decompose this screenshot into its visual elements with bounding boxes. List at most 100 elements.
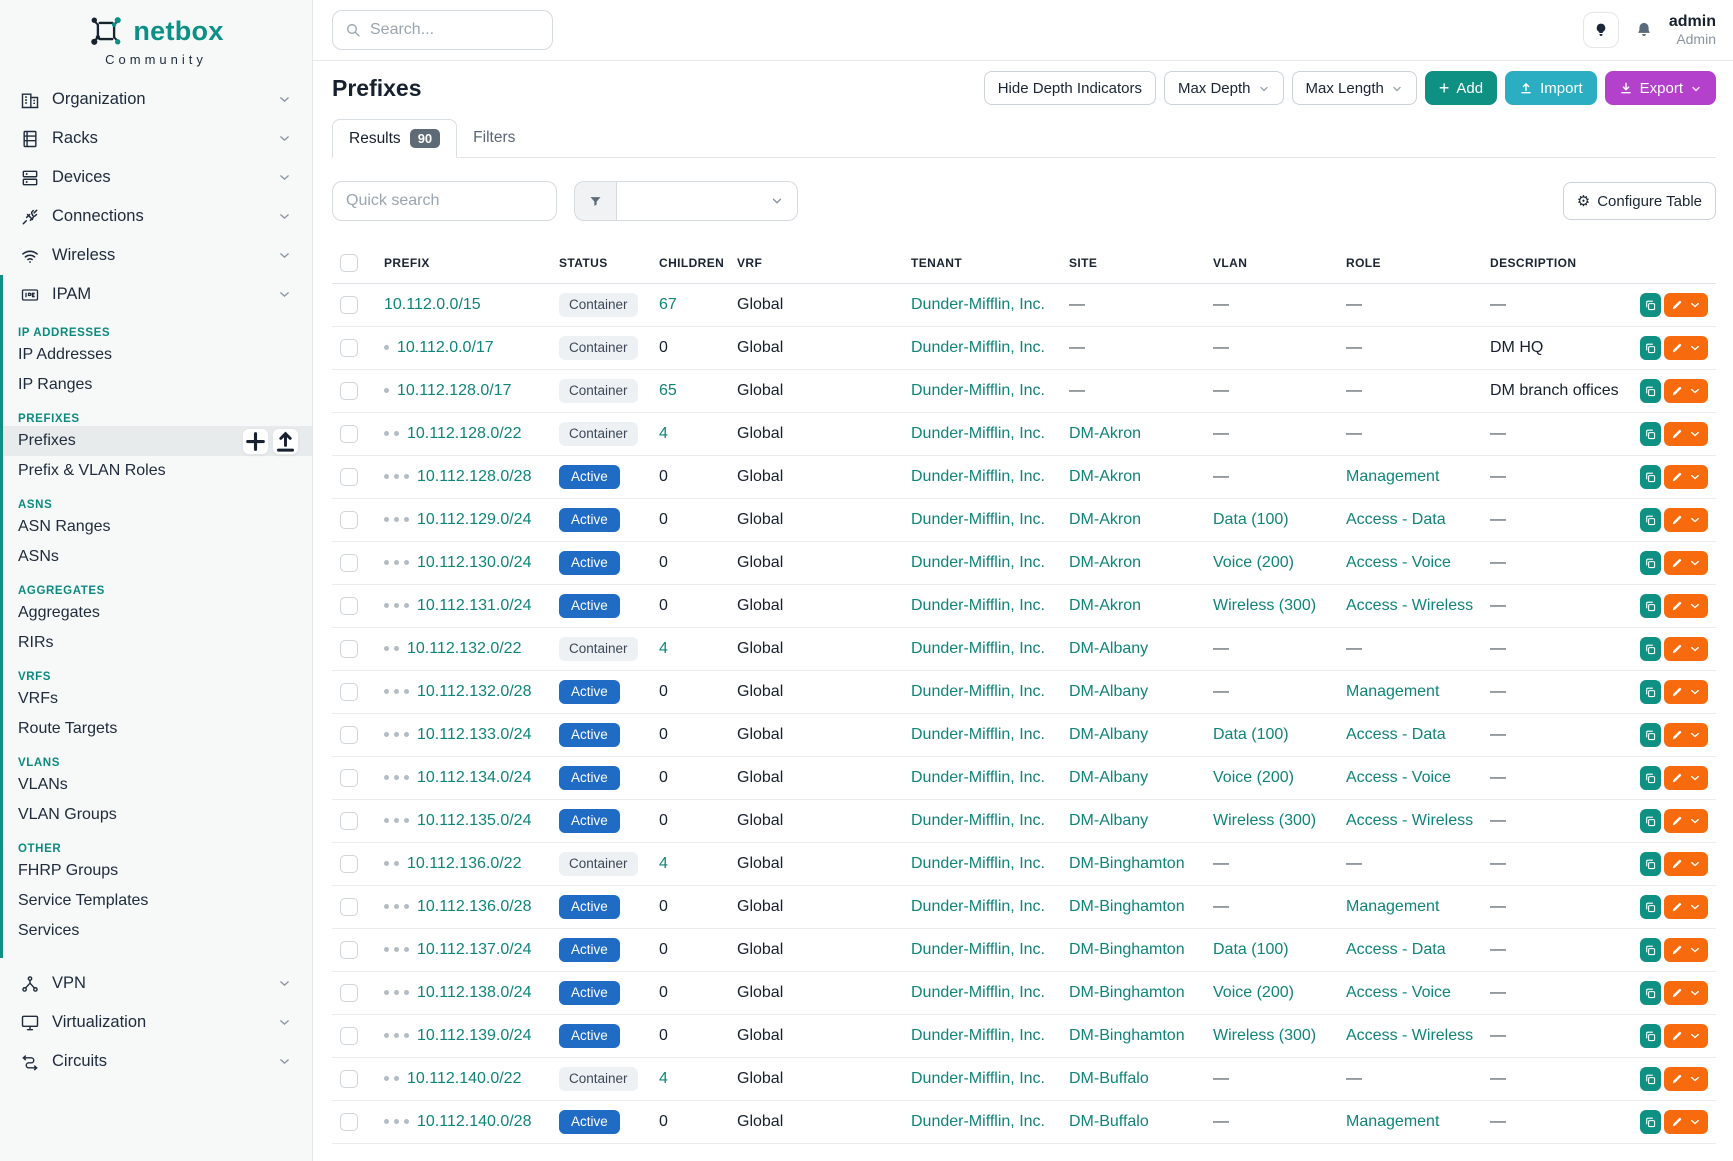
role-link[interactable]: Management: [1346, 683, 1440, 700]
edit-button[interactable]: [1664, 594, 1708, 618]
row-checkbox[interactable]: [340, 382, 358, 400]
row-checkbox[interactable]: [340, 1113, 358, 1131]
column-header-site[interactable]: SITE: [1061, 244, 1205, 284]
global-search-input[interactable]: [370, 21, 540, 39]
edit-button[interactable]: [1664, 766, 1708, 790]
edit-button[interactable]: [1664, 551, 1708, 575]
export-button[interactable]: Export: [1604, 71, 1716, 105]
copy-button[interactable]: [1640, 723, 1661, 747]
column-header-role[interactable]: ROLE: [1338, 244, 1482, 284]
quick-add-button[interactable]: [242, 427, 269, 455]
prefix-link[interactable]: 10.112.128.0/28: [417, 468, 532, 485]
site-link[interactable]: DM-Binghamton: [1069, 984, 1185, 1001]
edit-button[interactable]: [1664, 1067, 1708, 1091]
tenant-link[interactable]: Dunder-Mifflin, Inc.: [911, 1113, 1045, 1130]
edit-button[interactable]: [1664, 981, 1708, 1005]
prefix-link[interactable]: 10.112.128.0/17: [397, 382, 512, 399]
copy-button[interactable]: [1640, 293, 1661, 317]
copy-button[interactable]: [1640, 981, 1661, 1005]
vlan-link[interactable]: Wireless (300): [1213, 1027, 1317, 1044]
role-link[interactable]: Access - Data: [1346, 511, 1446, 528]
sidebar-item-ip-addresses[interactable]: IP Addresses: [3, 340, 312, 370]
row-checkbox[interactable]: [340, 425, 358, 443]
column-header-vlan[interactable]: VLAN: [1205, 244, 1338, 284]
site-link[interactable]: DM-Albany: [1069, 726, 1149, 743]
funnel-icon[interactable]: [574, 181, 617, 221]
role-link[interactable]: Access - Voice: [1346, 554, 1451, 571]
site-link[interactable]: DM-Albany: [1069, 812, 1149, 829]
role-link[interactable]: Management: [1346, 898, 1440, 915]
edit-button[interactable]: [1664, 336, 1708, 360]
sidebar-item-aggregates[interactable]: Aggregates: [3, 598, 312, 628]
prefix-link[interactable]: 10.112.136.0/22: [407, 855, 522, 872]
copy-button[interactable]: [1640, 766, 1661, 790]
row-checkbox[interactable]: [340, 683, 358, 701]
row-checkbox[interactable]: [340, 339, 358, 357]
tenant-link[interactable]: Dunder-Mifflin, Inc.: [911, 382, 1045, 399]
prefix-link[interactable]: 10.112.133.0/24: [417, 726, 532, 743]
copy-button[interactable]: [1640, 422, 1661, 446]
bell-icon[interactable]: [1634, 20, 1654, 40]
column-header-description[interactable]: DESCRIPTION: [1482, 244, 1632, 284]
sidebar-item-vpn[interactable]: VPN: [0, 964, 312, 1003]
vlan-link[interactable]: Wireless (300): [1213, 812, 1317, 829]
max-depth-dropdown[interactable]: Max Depth: [1163, 71, 1284, 105]
role-link[interactable]: Access - Voice: [1346, 769, 1451, 786]
prefix-link[interactable]: 10.112.132.0/22: [407, 640, 522, 657]
vlan-link[interactable]: Data (100): [1213, 511, 1289, 528]
sidebar-item-vlans[interactable]: VLANs: [3, 770, 312, 800]
tenant-link[interactable]: Dunder-Mifflin, Inc.: [911, 726, 1045, 743]
tenant-link[interactable]: Dunder-Mifflin, Inc.: [911, 941, 1045, 958]
row-checkbox[interactable]: [340, 1070, 358, 1088]
copy-button[interactable]: [1640, 465, 1661, 489]
prefix-link[interactable]: 10.112.129.0/24: [417, 511, 532, 528]
sidebar-item-fhrp-groups[interactable]: FHRP Groups: [3, 856, 312, 886]
site-link[interactable]: DM-Buffalo: [1069, 1070, 1149, 1087]
tenant-link[interactable]: Dunder-Mifflin, Inc.: [911, 296, 1045, 313]
site-link[interactable]: DM-Akron: [1069, 511, 1142, 528]
row-checkbox[interactable]: [340, 855, 358, 873]
site-link[interactable]: DM-Akron: [1069, 597, 1142, 614]
sidebar-item-asns[interactable]: ASNs: [3, 542, 312, 572]
copy-button[interactable]: [1640, 852, 1661, 876]
column-header-children[interactable]: CHILDREN: [651, 244, 729, 284]
copy-button[interactable]: [1640, 1024, 1661, 1048]
import-button[interactable]: Import: [1505, 71, 1597, 105]
sidebar-item-service-templates[interactable]: Service Templates: [3, 886, 312, 916]
brand[interactable]: netbox Community: [0, 0, 312, 71]
tenant-link[interactable]: Dunder-Mifflin, Inc.: [911, 597, 1045, 614]
select-all-checkbox[interactable]: [340, 254, 358, 272]
copy-button[interactable]: [1640, 1110, 1661, 1134]
prefix-link[interactable]: 10.112.128.0/22: [407, 425, 522, 442]
copy-button[interactable]: [1640, 895, 1661, 919]
sidebar-item-wireless[interactable]: Wireless: [0, 236, 312, 275]
sidebar-item-vrfs[interactable]: VRFs: [3, 684, 312, 714]
role-link[interactable]: Access - Voice: [1346, 984, 1451, 1001]
vlan-link[interactable]: Voice (200): [1213, 769, 1294, 786]
edit-button[interactable]: [1664, 852, 1708, 876]
tenant-link[interactable]: Dunder-Mifflin, Inc.: [911, 468, 1045, 485]
copy-button[interactable]: [1640, 637, 1661, 661]
copy-button[interactable]: [1640, 938, 1661, 962]
configure-table-button[interactable]: ⚙ Configure Table: [1562, 182, 1716, 220]
copy-button[interactable]: [1640, 379, 1661, 403]
tenant-link[interactable]: Dunder-Mifflin, Inc.: [911, 425, 1045, 442]
prefix-link[interactable]: 10.112.135.0/24: [417, 812, 532, 829]
tenant-link[interactable]: Dunder-Mifflin, Inc.: [911, 1070, 1045, 1087]
role-link[interactable]: Access - Wireless: [1346, 597, 1474, 614]
row-checkbox[interactable]: [340, 726, 358, 744]
quick-import-button[interactable]: [272, 427, 299, 455]
tenant-link[interactable]: Dunder-Mifflin, Inc.: [911, 511, 1045, 528]
prefix-link[interactable]: 10.112.132.0/28: [417, 683, 532, 700]
row-checkbox[interactable]: [340, 898, 358, 916]
row-checkbox[interactable]: [340, 468, 358, 486]
global-search[interactable]: [332, 10, 553, 50]
children-count[interactable]: 4: [659, 855, 668, 872]
sidebar-item-prefix-vlan-roles[interactable]: Prefix & VLAN Roles: [3, 456, 312, 486]
sidebar-item-prefixes[interactable]: Prefixes: [3, 426, 312, 456]
vlan-link[interactable]: Data (100): [1213, 726, 1289, 743]
sidebar-item-circuits[interactable]: Circuits: [0, 1042, 312, 1081]
edit-button[interactable]: [1664, 680, 1708, 704]
tenant-link[interactable]: Dunder-Mifflin, Inc.: [911, 855, 1045, 872]
site-link[interactable]: DM-Akron: [1069, 425, 1142, 442]
